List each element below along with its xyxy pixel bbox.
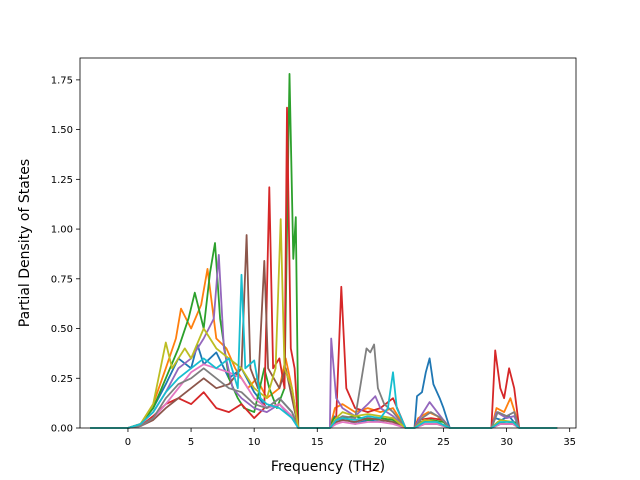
x-tick-label: 25 — [437, 437, 450, 448]
y-tick-label: 0.25 — [51, 374, 73, 385]
y-axis-ticks: 0.00 0.25 0.50 0.75 1.00 1.25 1.50 1.75 — [51, 75, 80, 435]
x-axis-label: Frequency (THz) — [271, 459, 385, 475]
x-tick-label: 30 — [500, 437, 513, 448]
pdos-series-6 — [90, 234, 558, 429]
y-tick-label: 0.50 — [51, 324, 73, 335]
pdos-series-4 — [90, 106, 558, 429]
pdos-series-2 — [90, 267, 558, 429]
y-tick-label: 0.00 — [51, 424, 73, 435]
y-axis-label: Partial Density of States — [17, 159, 33, 327]
plot-lines — [90, 73, 558, 429]
y-tick-label: 1.00 — [51, 225, 73, 236]
x-tick-label: 5 — [188, 437, 194, 448]
y-tick-label: 1.50 — [51, 125, 73, 136]
y-tick-label: 1.25 — [51, 175, 73, 186]
y-tick-label: 0.75 — [51, 274, 73, 285]
pdos-series-10 — [90, 273, 558, 429]
x-tick-label: 0 — [125, 437, 131, 448]
x-axis-ticks: 0 5 10 15 20 25 30 35 — [125, 428, 576, 448]
y-tick-label: 1.75 — [51, 75, 73, 86]
axes-frame — [79, 57, 577, 429]
x-tick-label: 35 — [563, 437, 576, 448]
x-tick-label: 15 — [311, 437, 324, 448]
pdos-series-3 — [90, 73, 558, 429]
x-tick-label: 20 — [374, 437, 387, 448]
x-tick-label: 10 — [248, 437, 261, 448]
